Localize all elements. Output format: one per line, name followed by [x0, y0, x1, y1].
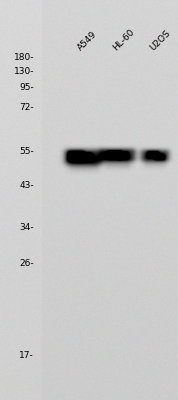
Text: 95-: 95-	[19, 84, 34, 92]
Text: 34-: 34-	[19, 224, 34, 232]
Text: 55-: 55-	[19, 148, 34, 156]
Text: HL-60: HL-60	[112, 27, 137, 52]
Text: A549: A549	[76, 29, 98, 52]
Text: 43-: 43-	[19, 180, 34, 190]
Text: 72-: 72-	[19, 104, 34, 112]
Text: 17-: 17-	[19, 350, 34, 360]
Text: 180-: 180-	[14, 52, 34, 62]
Text: 130-: 130-	[14, 68, 34, 76]
Text: 26-: 26-	[19, 258, 34, 268]
Text: U2OS: U2OS	[149, 28, 173, 52]
